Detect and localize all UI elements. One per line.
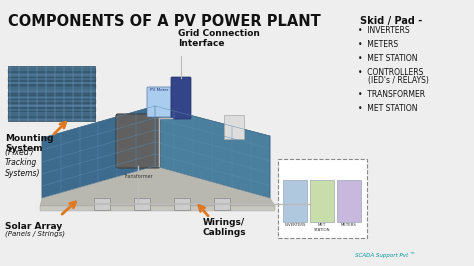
Text: (IED's / RELAYS): (IED's / RELAYS) xyxy=(368,76,429,85)
Text: •  TRANSFORMER: • TRANSFORMER xyxy=(358,90,425,99)
FancyBboxPatch shape xyxy=(283,180,307,222)
FancyBboxPatch shape xyxy=(224,115,244,139)
Polygon shape xyxy=(155,106,270,198)
Text: COMPONENTS OF A PV POWER PLANT: COMPONENTS OF A PV POWER PLANT xyxy=(8,14,321,29)
FancyBboxPatch shape xyxy=(147,87,171,117)
Polygon shape xyxy=(40,206,275,211)
Text: INVERTERS: INVERTERS xyxy=(284,223,306,227)
Text: METERS: METERS xyxy=(341,223,357,227)
Polygon shape xyxy=(40,166,275,206)
Text: (Panels / Strings): (Panels / Strings) xyxy=(5,230,65,237)
Text: •  INVERTERS: • INVERTERS xyxy=(358,26,410,35)
Text: •  METERS: • METERS xyxy=(358,40,398,49)
FancyBboxPatch shape xyxy=(278,159,367,238)
FancyBboxPatch shape xyxy=(214,198,230,210)
Text: Transformer: Transformer xyxy=(123,174,153,179)
FancyBboxPatch shape xyxy=(310,180,334,222)
Text: Solar Array: Solar Array xyxy=(5,222,62,231)
Text: •  MET STATION: • MET STATION xyxy=(358,104,418,113)
FancyBboxPatch shape xyxy=(94,198,110,210)
Text: Skid / Pad -: Skid / Pad - xyxy=(360,16,422,26)
Text: Grid Connection
Interface: Grid Connection Interface xyxy=(178,29,260,48)
Text: MET
STATION: MET STATION xyxy=(314,223,330,232)
FancyBboxPatch shape xyxy=(134,198,150,210)
Polygon shape xyxy=(42,106,155,198)
Text: •  MET STATION: • MET STATION xyxy=(358,54,418,63)
Text: (Fixed /
Tracking
Systems): (Fixed / Tracking Systems) xyxy=(5,148,40,178)
Text: SCADA Support Pvt ™: SCADA Support Pvt ™ xyxy=(355,252,415,258)
FancyBboxPatch shape xyxy=(174,198,190,210)
Text: Wirings/
Cablings: Wirings/ Cablings xyxy=(203,218,246,237)
FancyBboxPatch shape xyxy=(116,114,160,168)
FancyBboxPatch shape xyxy=(337,180,361,222)
Polygon shape xyxy=(8,66,95,121)
Text: Mounting
System: Mounting System xyxy=(5,134,54,153)
Text: PV Meter: PV Meter xyxy=(150,88,168,92)
Text: •  CONTROLLERS: • CONTROLLERS xyxy=(358,68,423,77)
FancyBboxPatch shape xyxy=(171,77,191,119)
